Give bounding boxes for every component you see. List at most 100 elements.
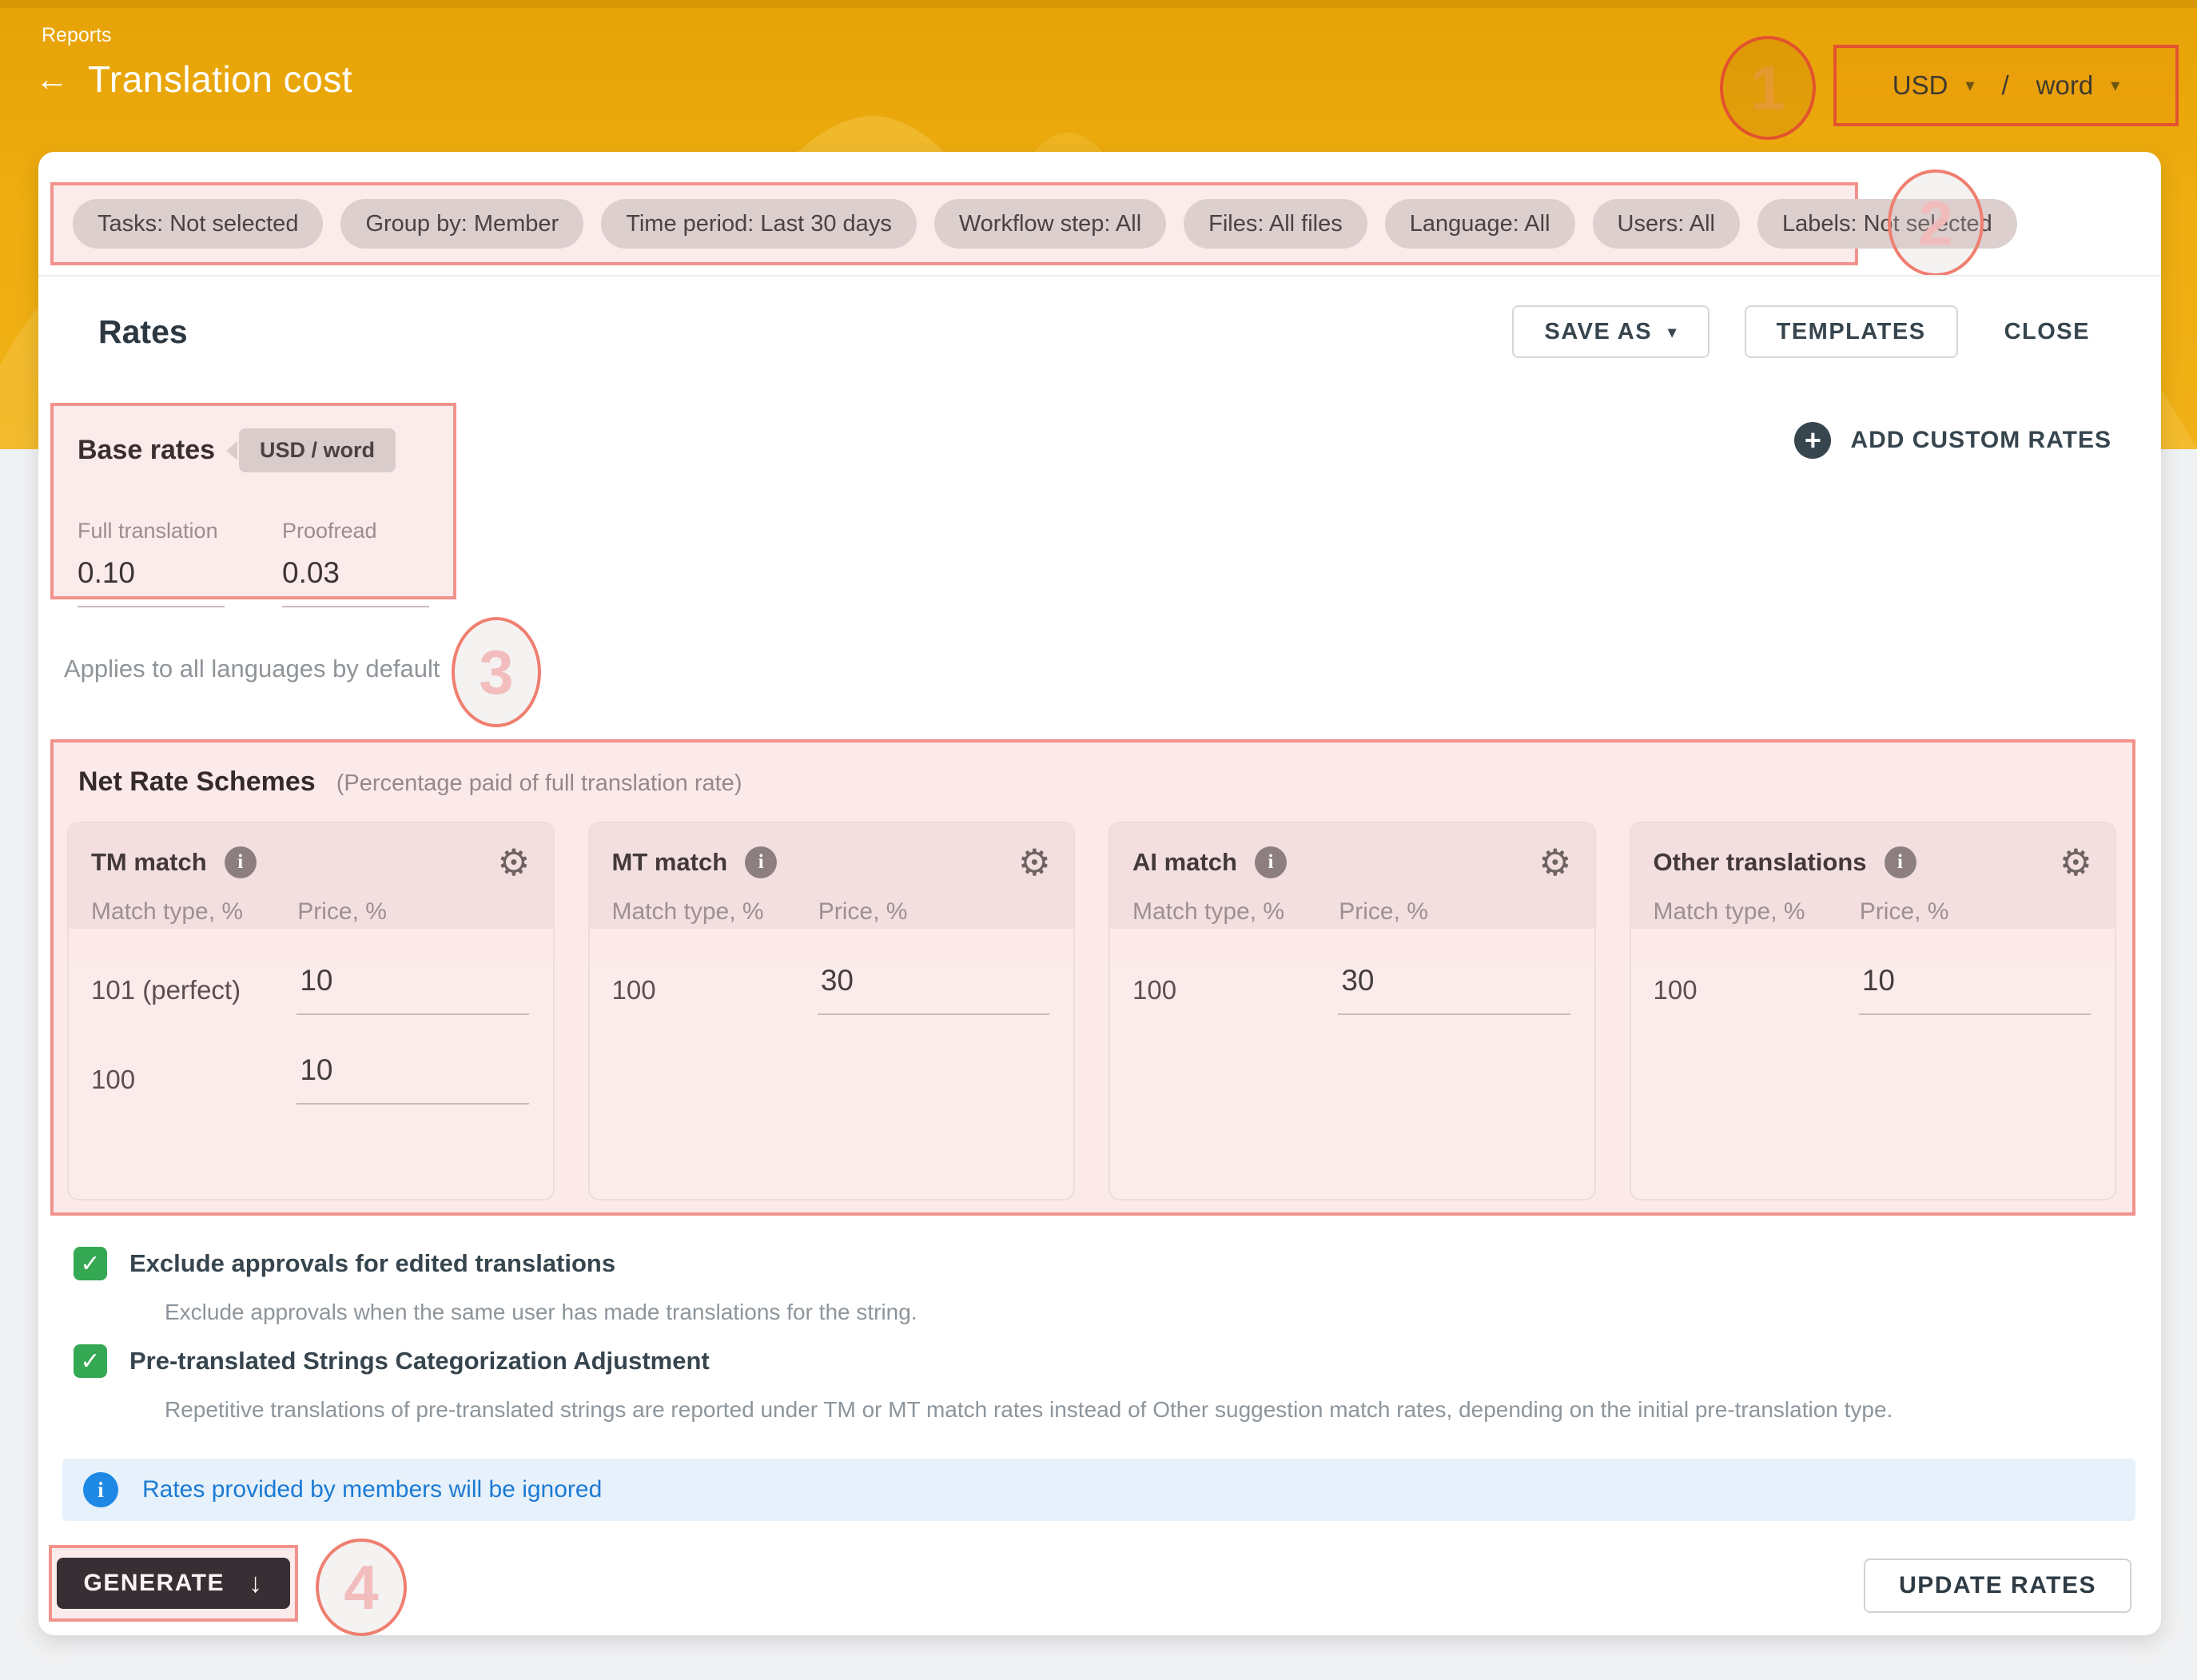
chevron-down-icon: ▾ xyxy=(1965,75,1975,95)
gear-icon[interactable]: ⚙ xyxy=(1538,842,1572,883)
plus-icon: + xyxy=(1794,422,1832,459)
checkbox-checked[interactable]: ✓ xyxy=(74,1247,107,1280)
option-label[interactable]: Exclude approvals for edited translation… xyxy=(129,1249,616,1277)
unit-value: word xyxy=(2036,70,2094,100)
price-input[interactable]: 30 xyxy=(817,964,1049,1015)
annotation-step-3: 3 xyxy=(452,617,541,727)
page-title: Translation cost xyxy=(88,58,352,100)
match-type-value: 100 xyxy=(1653,975,1698,1005)
section-title-rates: Rates xyxy=(98,313,188,350)
proofread-label: Proofread xyxy=(282,519,377,543)
gear-icon[interactable]: ⚙ xyxy=(2059,842,2092,883)
scheme-row: 101 (perfect) 10 xyxy=(91,964,529,1015)
filter-chip-workflow-step[interactable]: Workflow step: All xyxy=(933,199,1167,249)
match-type-value: 100 xyxy=(611,975,656,1005)
option-exclude-approvals: ✓ Exclude approvals for edited translati… xyxy=(74,1247,2088,1280)
scheme-title: TM match xyxy=(91,848,207,876)
column-match-type: Match type, % xyxy=(1653,898,1805,925)
currency-dropdown[interactable]: USD ▾ xyxy=(1893,70,1975,101)
download-arrow-icon: ↓ xyxy=(248,1567,264,1598)
full-translation-label: Full translation xyxy=(78,519,218,543)
scheme-row: 100 30 xyxy=(611,964,1049,1015)
chevron-down-icon: ▾ xyxy=(2111,75,2120,95)
column-match-type: Match type, % xyxy=(1132,898,1285,925)
column-match-type: Match type, % xyxy=(91,898,244,925)
add-custom-rates-button[interactable]: + ADD CUSTOM RATES xyxy=(1794,422,2111,459)
base-rates-section: Base rates USD / word Full translation 0… xyxy=(50,403,456,607)
proofread-input[interactable]: 0.03 xyxy=(282,556,429,607)
option-label[interactable]: Pre-translated Strings Categorization Ad… xyxy=(129,1347,710,1375)
chevron-down-icon: ▾ xyxy=(1668,323,1678,341)
gear-icon[interactable]: ⚙ xyxy=(497,842,531,883)
scheme-card-tm-match: TM match i ⚙ Match type, % Price, % 101 … xyxy=(67,822,555,1200)
option-description: Exclude approvals when the same user has… xyxy=(165,1300,917,1324)
currency-unit-selector: USD ▾ / word ▾ xyxy=(1833,45,2179,126)
filter-chip-group-by[interactable]: Group by: Member xyxy=(340,199,584,249)
column-price: Price, % xyxy=(1859,898,1949,925)
scheme-row: 100 10 xyxy=(91,1053,529,1105)
full-translation-input[interactable]: 0.10 xyxy=(78,556,225,607)
info-banner-text: Rates provided by members will be ignore… xyxy=(142,1476,603,1503)
filter-chip-tasks[interactable]: Tasks: Not selected xyxy=(73,199,324,249)
filter-chip-time-period[interactable]: Time period: Last 30 days xyxy=(601,199,917,249)
price-input[interactable]: 10 xyxy=(1858,964,2091,1015)
scheme-card-mt-match: MT match i ⚙ Match type, % Price, % 100 … xyxy=(587,822,1075,1200)
filter-chip-users[interactable]: Users: All xyxy=(1592,199,1741,249)
annotation-step-2: 2 xyxy=(1888,169,1984,277)
column-price: Price, % xyxy=(818,898,908,925)
save-as-button[interactable]: SAVE AS ▾ xyxy=(1512,305,1709,358)
generate-button[interactable]: GENERATE ↓ xyxy=(56,1558,291,1609)
scheme-title: MT match xyxy=(611,848,728,876)
annotation-step-1: 1 xyxy=(1720,36,1816,140)
currency-value: USD xyxy=(1892,70,1948,100)
checkbox-checked[interactable]: ✓ xyxy=(74,1344,107,1378)
checkmark-icon: ✓ xyxy=(80,1250,101,1277)
templates-button[interactable]: TEMPLATES xyxy=(1744,305,1958,358)
column-price: Price, % xyxy=(297,898,387,925)
info-banner: i Rates provided by members will be igno… xyxy=(62,1459,2135,1521)
filter-chip-language[interactable]: Language: All xyxy=(1384,199,1575,249)
info-icon: i xyxy=(83,1472,118,1507)
net-rate-schemes-subtitle: (Percentage paid of full translation rat… xyxy=(336,770,742,796)
column-price: Price, % xyxy=(1339,898,1428,925)
price-input[interactable]: 30 xyxy=(1338,964,1570,1015)
scheme-title: AI match xyxy=(1132,848,1237,876)
base-rates-note: Applies to all languages by default xyxy=(64,655,440,683)
option-description: Repetitive translations of pre-translate… xyxy=(165,1397,1893,1422)
currency-unit-badge: USD / word xyxy=(226,428,396,472)
scheme-row: 100 10 xyxy=(1653,964,2091,1015)
scheme-card-other-translations: Other translations i ⚙ Match type, % Pri… xyxy=(1629,822,2116,1200)
header-top-strip xyxy=(0,0,2197,8)
match-type-value: 100 xyxy=(91,1065,136,1094)
option-pretranslated-adjustment: ✓ Pre-translated Strings Categorization … xyxy=(74,1344,2088,1378)
filter-chip-files[interactable]: Files: All files xyxy=(1184,199,1367,249)
info-icon[interactable]: i xyxy=(1884,846,1916,878)
divider xyxy=(38,275,2161,277)
price-input[interactable]: 10 xyxy=(297,1053,529,1105)
base-rates-title: Base rates xyxy=(78,435,216,465)
match-type-value: 101 (perfect) xyxy=(91,975,241,1005)
price-input[interactable]: 10 xyxy=(297,964,529,1015)
close-button[interactable]: CLOSE xyxy=(2004,318,2090,344)
net-rate-schemes-title: Net Rate Schemes xyxy=(78,766,316,797)
generate-annotation-frame: GENERATE ↓ xyxy=(49,1545,298,1622)
info-icon[interactable]: i xyxy=(745,846,778,878)
rates-panel: Tasks: Not selected Group by: Member Tim… xyxy=(38,152,2161,1636)
annotation-step-4: 4 xyxy=(316,1539,407,1636)
back-arrow-icon[interactable]: ← xyxy=(35,60,69,98)
gear-icon[interactable]: ⚙ xyxy=(1017,842,1051,883)
net-rate-schemes-section: Net Rate Schemes (Percentage paid of ful… xyxy=(50,739,2135,1216)
checkmark-icon: ✓ xyxy=(80,1348,101,1375)
scheme-card-ai-match: AI match i ⚙ Match type, % Price, % 100 … xyxy=(1108,822,1596,1200)
breadcrumb[interactable]: Reports xyxy=(42,24,112,46)
info-icon[interactable]: i xyxy=(224,846,257,878)
column-match-type: Match type, % xyxy=(611,898,764,925)
unit-separator: / xyxy=(2001,70,2009,100)
unit-dropdown[interactable]: word ▾ xyxy=(2036,70,2120,101)
info-icon[interactable]: i xyxy=(1254,846,1287,878)
update-rates-button[interactable]: UPDATE RATES xyxy=(1864,1559,2131,1613)
scheme-title: Other translations xyxy=(1653,848,1867,876)
scheme-row: 100 30 xyxy=(1132,964,1570,1015)
filters-bar: Tasks: Not selected Group by: Member Tim… xyxy=(50,182,2017,265)
match-type-value: 100 xyxy=(1132,975,1177,1005)
